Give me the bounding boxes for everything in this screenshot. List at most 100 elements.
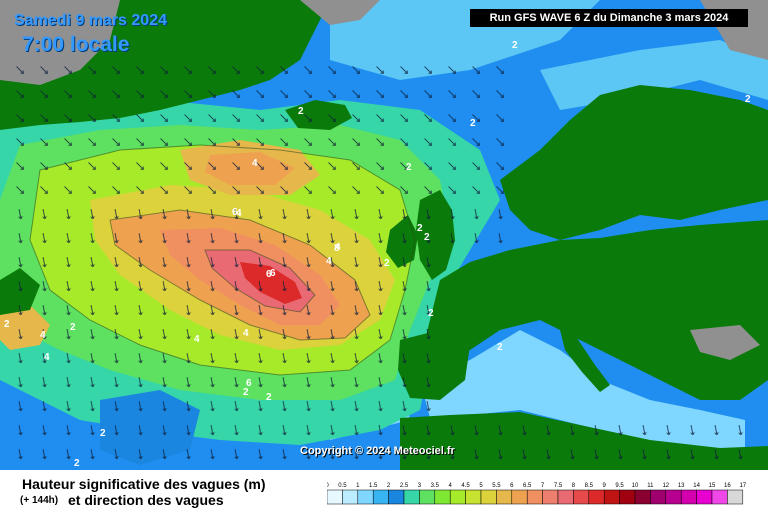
wave-direction-arrow: [426, 425, 431, 436]
wave-direction-arrow: [258, 425, 263, 436]
wave-direction-arrow: [426, 281, 431, 292]
wave-direction-arrow: [136, 162, 144, 170]
wave-direction-arrow: [280, 138, 288, 146]
wave-direction-arrow: [522, 425, 527, 436]
wave-direction-arrow: [354, 305, 359, 316]
wave-direction-arrow: [42, 329, 47, 340]
wave-direction-arrow: [280, 186, 288, 194]
color-scale-tick-label: 3: [418, 483, 422, 489]
wave-direction-arrow: [498, 209, 503, 220]
wave-direction-arrow: [282, 449, 287, 460]
wave-direction-arrow: [448, 138, 456, 146]
wave-direction-arrow: [424, 66, 432, 74]
wave-direction-arrow: [448, 90, 456, 98]
wave-direction-arrow: [306, 449, 311, 460]
wave-direction-arrow: [90, 257, 95, 268]
color-scale-tick-label: 9: [603, 483, 607, 489]
color-scale: 0 0.5 1 1.5 2 2.5 3 3.5 4 4.5 5 5.5 6 6.5 7 7.5 8 8.5 9 9.5…: [327, 483, 747, 505]
wave-direction-arrow: [258, 377, 263, 388]
contour-label: 2: [497, 342, 503, 353]
contour-label: 4: [243, 328, 249, 339]
wave-zone-blue-south: [100, 390, 200, 465]
wave-direction-arrow: [594, 449, 599, 460]
color-scale-tick-label: 7: [541, 483, 545, 489]
contour-label: 2: [406, 162, 412, 173]
wave-direction-arrow: [306, 329, 311, 340]
wave-direction-arrow: [184, 162, 192, 170]
wave-direction-arrow: [210, 353, 215, 364]
wave-direction-arrow: [184, 66, 192, 74]
wave-direction-arrow: [330, 329, 335, 340]
contour-label: 2: [4, 319, 10, 330]
wave-direction-arrow: [304, 138, 312, 146]
wave-direction-arrow: [258, 257, 263, 268]
color-scale-tick-label: 2.5: [400, 483, 409, 489]
wave-direction-arrow: [66, 305, 71, 316]
color-scale-tick-label: 4: [449, 483, 453, 489]
wave-direction-arrow: [306, 233, 311, 244]
wave-direction-arrow: [400, 186, 408, 194]
wave-direction-arrow: [162, 281, 167, 292]
color-scale-swatch: [388, 489, 405, 505]
wave-direction-arrow: [66, 425, 71, 436]
wave-direction-arrow: [90, 233, 95, 244]
wave-direction-arrow: [208, 90, 216, 98]
land-canada-west: [0, 268, 40, 315]
wave-direction-arrow: [330, 377, 335, 388]
wave-direction-arrow: [210, 305, 215, 316]
land-iceland: [285, 100, 352, 130]
contour-label: 2: [266, 392, 272, 403]
wave-direction-arrow: [714, 449, 719, 460]
contour-label: 2: [243, 387, 249, 398]
wave-direction-arrow: [88, 162, 96, 170]
wave-direction-arrow: [64, 66, 72, 74]
color-scale-swatch: [634, 489, 651, 505]
legend-panel: Hauteur significative des vagues (m) (+ …: [0, 470, 768, 512]
contour-label: 2: [298, 106, 304, 117]
wave-direction-arrow: [378, 281, 383, 292]
wave-direction-arrow: [66, 377, 71, 388]
wave-direction-arrow: [112, 66, 120, 74]
wave-direction-arrow: [330, 281, 335, 292]
wave-direction-arrow: [282, 329, 287, 340]
wave-direction-arrow: [90, 449, 95, 460]
wave-direction-arrow: [472, 138, 480, 146]
wave-direction-arrow: [42, 401, 47, 412]
wave-direction-arrow: [162, 209, 167, 220]
wave-direction-arrow: [210, 329, 215, 340]
contour-label: 4: [236, 208, 242, 219]
color-scale-swatch: [342, 489, 359, 505]
wave-zone-orange-north-core: [205, 152, 295, 185]
wave-direction-arrow: [90, 425, 95, 436]
wave-direction-arrow: [186, 281, 191, 292]
color-scale-tick-label: 6: [510, 483, 514, 489]
wave-direction-arrow: [138, 401, 143, 412]
wave-direction-arrow: [160, 66, 168, 74]
wave-direction-arrow: [88, 66, 96, 74]
color-scale-tick-label: 0.5: [338, 483, 347, 489]
color-scale-swatch: [434, 489, 451, 505]
wave-direction-arrow: [258, 449, 263, 460]
wave-direction-arrow: [666, 425, 671, 436]
wave-direction-arrow: [352, 162, 360, 170]
wave-direction-arrow: [138, 425, 143, 436]
wave-direction-arrow: [42, 281, 47, 292]
wave-direction-arrow: [280, 90, 288, 98]
ice-sheet: [0, 0, 120, 85]
wave-direction-arrow: [330, 425, 335, 436]
wave-direction-arrow: [304, 66, 312, 74]
wave-direction-arrow: [330, 209, 335, 220]
color-scale-swatch: [711, 489, 728, 505]
wave-direction-arrow: [234, 209, 239, 220]
wave-direction-arrow: [258, 305, 263, 316]
wave-direction-arrow: [376, 114, 384, 122]
color-scale-swatch: [650, 489, 667, 505]
wave-direction-arrow: [18, 281, 23, 292]
wave-direction-arrow: [186, 305, 191, 316]
contour-label: 2: [424, 232, 430, 243]
wave-direction-arrow: [354, 257, 359, 268]
wave-direction-arrow: [234, 233, 239, 244]
wave-direction-arrow: [474, 233, 479, 244]
wave-direction-arrow: [186, 377, 191, 388]
